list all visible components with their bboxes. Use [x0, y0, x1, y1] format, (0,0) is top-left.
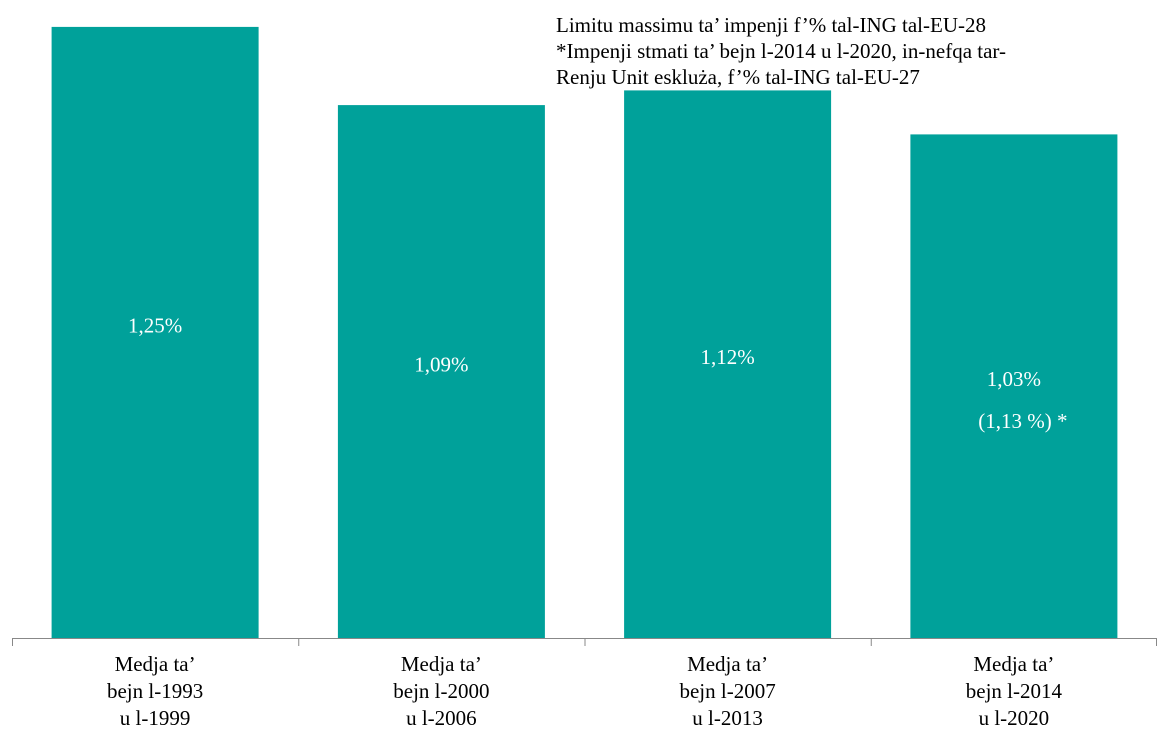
- category-label-3: Medja ta’ bejn l-2007 u l-2013: [613, 651, 843, 732]
- category-label-1-line-2: bejn l-1993: [106, 679, 204, 703]
- annotation-line-3: Renju Unit eskluża, f’% tal-ING tal-EU-2…: [556, 65, 920, 89]
- data-label-3: 1,12%: [700, 345, 754, 369]
- category-label-2-line-1: Medja ta’: [400, 652, 482, 676]
- category-label-4: Medja ta’ bejn l-2014 u l-2020: [899, 651, 1129, 732]
- data-label-4: 1,03%: [987, 367, 1041, 391]
- category-label-4-line-1: Medja ta’: [973, 652, 1055, 676]
- bar-1: [51, 26, 259, 638]
- category-label-2-line-2: bejn l-2000: [393, 679, 490, 703]
- bar-2: [337, 105, 545, 639]
- category-label-4-line-3: u l-2020: [978, 706, 1050, 730]
- category-label-2: Medja ta’ bejn l-2000 u l-2006: [326, 651, 556, 732]
- annotation-line-2: *Impenji stmati ta’ bejn l-2014 u l-2020…: [556, 39, 1006, 63]
- data-label-secondary-4: (1,13 %) *: [978, 409, 1067, 433]
- category-label-3-line-3: u l-2013: [692, 706, 763, 730]
- data-label-1: 1,25%: [128, 313, 182, 337]
- annotation-line-1: Limitu massimu ta’ impenji f’% tal-ING t…: [556, 13, 986, 37]
- x-axis: [12, 638, 1157, 646]
- category-label-3-line-1: Medja ta’: [687, 652, 769, 676]
- category-label-1-line-3: u l-1999: [119, 706, 191, 730]
- data-label-2: 1,09%: [414, 353, 468, 377]
- category-label-1: Medja ta’ bejn l-1993 u l-1999: [40, 651, 270, 732]
- bar-3: [624, 90, 832, 638]
- category-label-1-line-1: Medja ta’: [114, 652, 196, 676]
- data-labels-group: 1,25% 1,09% 1,12% 1,03% (1,13 %) *: [128, 313, 1068, 433]
- category-label-4-line-2: bejn l-2014: [965, 679, 1062, 703]
- chart-annotation: Limitu massimu ta’ impenji f’% tal-ING t…: [556, 12, 1146, 90]
- bar-4: [910, 134, 1118, 638]
- category-label-3-line-2: bejn l-2007: [679, 679, 776, 703]
- bars-group: [51, 26, 1118, 639]
- category-label-2-line-3: u l-2006: [406, 706, 477, 730]
